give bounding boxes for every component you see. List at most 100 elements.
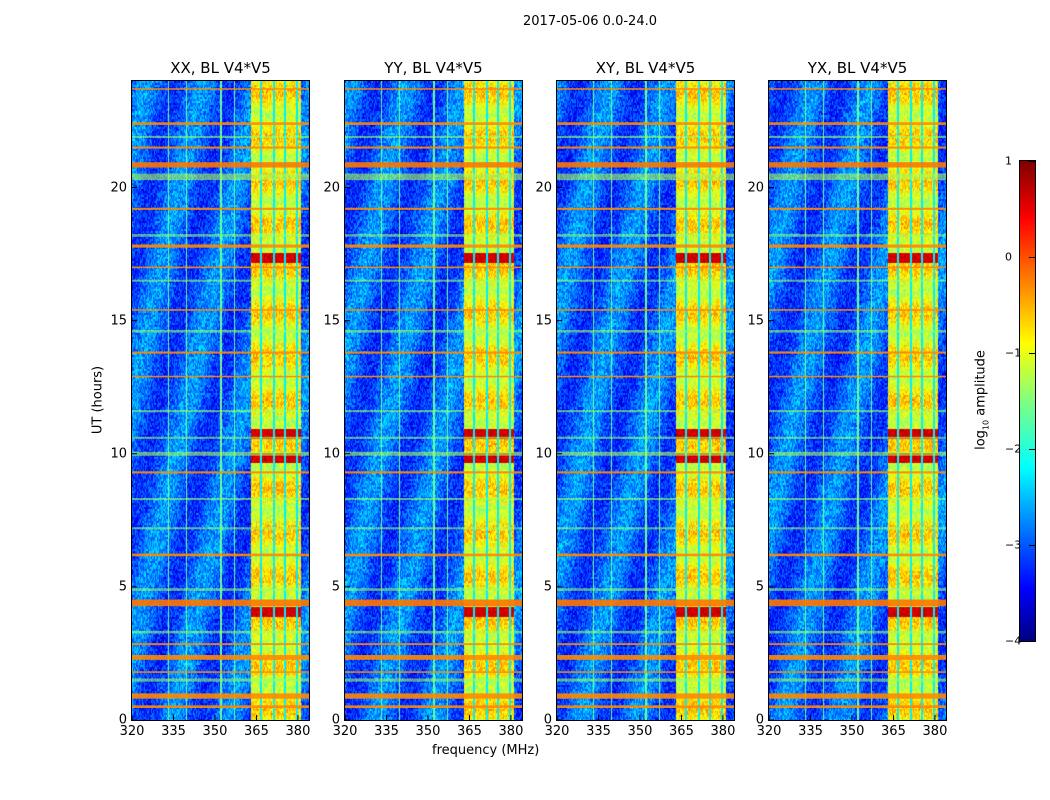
heatmap-overlay (557, 88, 734, 720)
x-tick-label: 350 (627, 724, 653, 739)
rfi-stripe (345, 279, 522, 282)
y-tick-label: 5 (543, 579, 552, 595)
rfi-stripe (557, 173, 734, 181)
rfi-stripe (769, 451, 946, 456)
rfi-stripe (769, 678, 946, 682)
rfi-stripe (132, 599, 309, 607)
rfi-stripe (557, 375, 734, 378)
rfi-stripe (345, 527, 522, 530)
rfi-stripe (557, 410, 734, 413)
rfi-stripe (769, 655, 946, 660)
rfi-stripe (345, 375, 522, 378)
rfi-stripe (557, 234, 734, 237)
rfi-stripe (132, 527, 309, 530)
rfi-stripe (345, 599, 522, 607)
x-tick-label: 365 (244, 724, 269, 739)
rfi-stripe (557, 207, 734, 210)
rfi-stripe (345, 471, 522, 474)
rfi-stripe (132, 655, 309, 660)
rfi-stripe (345, 497, 522, 501)
rfi-stripe (769, 234, 946, 237)
rfi-stripe (132, 173, 309, 181)
rfi-stripe (557, 266, 734, 269)
rfi-stripe (557, 497, 734, 501)
x-tick-label: 320 (119, 724, 145, 739)
rfi-stripe (345, 436, 522, 439)
rfi-stripe (132, 135, 309, 138)
rfi-stripe (132, 146, 309, 149)
y-tick-label: 10 (747, 446, 764, 462)
x-tick-label: 365 (881, 724, 906, 739)
colorbar-tick-mark (1029, 545, 1035, 546)
rfi-stripe (132, 234, 309, 237)
x-tick-label: 380 (285, 724, 311, 739)
x-tick-label: 335 (374, 724, 399, 739)
rfi-stripe (557, 244, 734, 248)
heatmap-cells (557, 81, 734, 720)
y-tick-label: 0 (331, 712, 340, 728)
rfi-stripe (769, 135, 946, 138)
colorbar-tick-label: −3 (1005, 538, 1022, 552)
y-tick-label: 20 (323, 180, 340, 195)
rfi-stripe (557, 329, 734, 333)
rfi-stripe (557, 643, 734, 646)
colorbar-tick-label: −1 (1005, 346, 1022, 360)
rfi-stripe (345, 234, 522, 237)
rfi-stripe (769, 410, 946, 413)
rfi-stripe (345, 671, 522, 673)
rfi-stripe (769, 553, 946, 557)
colorbar-tick-label: −4 (1005, 634, 1022, 648)
y-tick-label: 5 (118, 579, 127, 595)
rfi-stripe (769, 630, 946, 634)
y-tick-label: 5 (331, 579, 340, 595)
rfi-stripe (769, 375, 946, 378)
y-tick-label: 15 (747, 313, 764, 329)
rfi-stripe (769, 351, 946, 354)
rfi-stripe (345, 705, 522, 709)
x-tick-label: 365 (457, 724, 482, 739)
rfi-stripe (345, 678, 522, 682)
rfi-stripe (769, 599, 946, 607)
rfi-stripe (557, 135, 734, 138)
y-tick-label: 10 (323, 446, 340, 462)
heatmap-cells (769, 81, 946, 720)
colorbar-label: log10 amplitude (974, 350, 991, 450)
colorbar-label-rest: amplitude (973, 350, 989, 420)
rfi-stripe (345, 693, 522, 699)
panel-title: YY, BL V4*V5 (384, 59, 483, 77)
heatmap-cells (132, 81, 309, 720)
x-tick-label: 380 (710, 724, 736, 739)
rfi-stripe (345, 135, 522, 138)
panel-title: YX, BL V4*V5 (807, 59, 908, 77)
rfi-stripe (345, 643, 522, 646)
colorbar (1019, 160, 1036, 642)
rfi-stripe (557, 146, 734, 149)
rfi-stripe (557, 436, 734, 439)
rfi-stripe (769, 266, 946, 269)
rfi-stripe (557, 88, 734, 90)
colorbar-label-sub: 10 (981, 419, 991, 431)
rfi-stripe (557, 309, 734, 311)
rfi-stripe (132, 693, 309, 699)
rfi-stripe (132, 329, 309, 333)
rfi-stripe (557, 671, 734, 673)
panel-title: XY, BL V4*V5 (595, 59, 696, 77)
panel-title: XX, BL V4*V5 (170, 59, 271, 77)
figure-title: 2017-05-06 0.0-24.0 (523, 14, 657, 29)
rfi-stripe (132, 266, 309, 269)
rfi-stripe (769, 471, 946, 474)
rfi-stripe (769, 207, 946, 210)
colorbar-tick-mark (1029, 257, 1035, 258)
colorbar-tick-label: −2 (1005, 442, 1022, 456)
rfi-stripe (345, 173, 522, 181)
rfi-stripe (345, 655, 522, 660)
rfi-stripe (132, 471, 309, 474)
rfi-stripe (132, 678, 309, 682)
x-tick-label: 320 (756, 724, 782, 739)
rfi-stripe (132, 351, 309, 354)
rfi-stripe (769, 329, 946, 333)
x-tick-label: 320 (544, 724, 570, 739)
colorbar-tick-mark (1029, 449, 1035, 450)
rfi-stripe (345, 88, 522, 90)
